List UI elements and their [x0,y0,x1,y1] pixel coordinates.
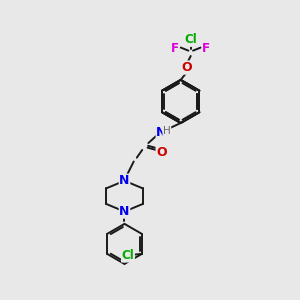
Text: O: O [156,146,167,159]
Text: O: O [182,61,192,74]
Text: N: N [119,205,130,218]
Text: F: F [171,42,179,55]
Text: H: H [163,127,171,136]
Text: N: N [156,126,167,139]
Text: N: N [119,174,130,187]
Text: F: F [202,42,210,55]
Text: Cl: Cl [184,33,197,46]
Text: Cl: Cl [122,249,134,262]
